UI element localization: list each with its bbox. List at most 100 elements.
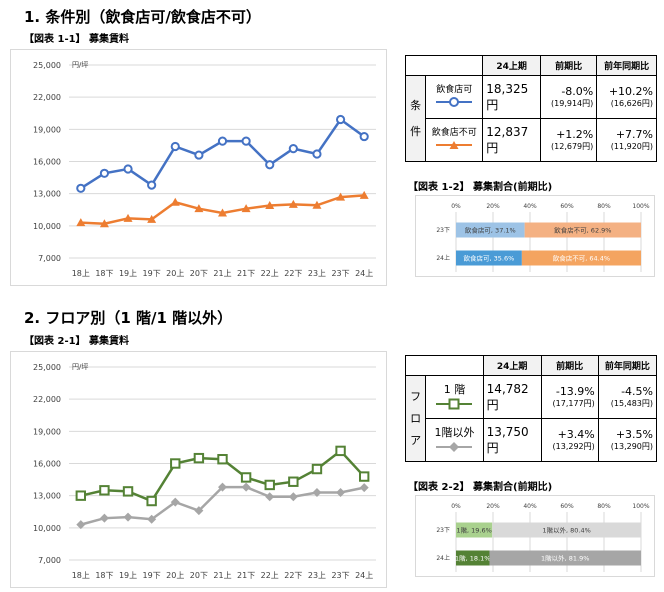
yoy-restaurant-ng: +7.7% (11,920円) xyxy=(596,118,657,162)
bar-chart-1-frame: 0% 20% 40% 60% 80% 100% 23下 飲食店可, 37.1% 飲食店不可, 6… xyxy=(415,195,655,277)
data-point xyxy=(265,200,275,209)
x-tick-label: 19下 xyxy=(143,269,161,278)
yoy-other-floors: +3.5% (13,290円) xyxy=(597,418,658,462)
data-point xyxy=(288,199,298,208)
line-chart-2: 25,000 22,000 19,000 16,000 13,000 10,000 7,00… xyxy=(33,363,376,580)
data-point xyxy=(312,149,322,159)
row-label-restaurant-ng: 飲食店不可 xyxy=(425,118,484,162)
data-label: 1階以外, 80.4% xyxy=(542,526,590,535)
data-point xyxy=(193,452,205,464)
bar-segment xyxy=(456,222,525,238)
line-chart-2-frame: 25,000 22,000 19,000 16,000 13,000 10,000 7,00… xyxy=(10,351,387,588)
value-other-floors: 13,750円 xyxy=(482,418,542,462)
data-point xyxy=(194,150,204,160)
data-point xyxy=(336,192,346,201)
x-tick-label: 60% xyxy=(560,503,574,510)
x-tick-label: 0% xyxy=(451,203,461,210)
y-unit-label: 円/坪 xyxy=(72,363,88,371)
y-tick-label: 16,000 xyxy=(33,460,61,469)
x-tick-label: 19下 xyxy=(143,571,161,580)
data-point xyxy=(147,214,157,223)
x-tick-label: 100% xyxy=(632,503,649,510)
x-tick-label: 40% xyxy=(523,503,537,510)
data-point xyxy=(311,463,323,475)
x-tick-label: 21下 xyxy=(237,571,255,580)
data-label: 飲食店不可, 64.4% xyxy=(553,254,610,263)
col-header-qoq: 前期比 xyxy=(539,55,598,76)
data-point xyxy=(218,482,227,492)
data-point xyxy=(123,164,133,174)
table-corner xyxy=(404,55,484,76)
data-point xyxy=(359,131,369,142)
data-point xyxy=(170,497,180,507)
data-point xyxy=(147,180,157,190)
data-label: 1階, 18.1% xyxy=(455,554,490,563)
bar-segment xyxy=(456,550,490,566)
data-label: 1階, 19.6% xyxy=(456,526,491,535)
y-tick-label: 19,000 xyxy=(33,427,61,436)
data-point xyxy=(217,136,228,146)
value-restaurant-ok: 18,325円 xyxy=(482,75,541,119)
y-tick-label: 7,000 xyxy=(38,254,61,263)
data-point xyxy=(241,136,251,146)
data-point xyxy=(288,492,298,502)
legend-line-circle-icon xyxy=(436,97,473,107)
yoy-restaurant-ok: +10.2% (16,626円) xyxy=(596,75,657,119)
data-point xyxy=(76,218,86,227)
y-tick-label: 7,000 xyxy=(38,556,61,565)
x-tick-label: 60% xyxy=(560,203,574,210)
y-tick-label: 24上 xyxy=(436,254,450,262)
legend-line-diamond-icon xyxy=(436,441,473,452)
x-tick-label: 80% xyxy=(597,503,611,510)
x-tick-label: 22下 xyxy=(284,269,302,278)
x-tick-label: 18下 xyxy=(95,571,113,580)
x-tick-label: 80% xyxy=(597,203,611,210)
x-tick-label: 24上 xyxy=(355,269,373,278)
y-tick-label: 16,000 xyxy=(33,158,61,167)
side-label-floor: フ ロ ア xyxy=(404,375,427,462)
x-tick-label: 18下 xyxy=(95,269,113,278)
value-ground-floor: 14,782円 xyxy=(482,375,542,419)
value-restaurant-ng: 12,837円 xyxy=(482,118,541,162)
data-point xyxy=(335,445,346,457)
bar-chart-2-frame: 0% 20% 40% 60% 80% 100% 23下 1階, 19.6% 1階以外, 80.4… xyxy=(415,495,655,577)
y-tick-label: 13,000 xyxy=(33,190,61,199)
line-chart-1: 25,000 22,000 19,000 16,000 13,000 10,000 7,00… xyxy=(33,61,376,278)
bar-chart-1: 0% 20% 40% 60% 80% 100% 23下 飲食店可, 37.1% 飲食店不可, 6… xyxy=(436,203,650,272)
x-tick-label: 100% xyxy=(632,203,649,210)
x-tick-label: 19上 xyxy=(119,571,137,580)
qoq-ground-floor: -13.9% (17,177円) xyxy=(540,375,599,419)
x-tick-label: 23上 xyxy=(308,269,326,278)
x-tick-label: 23上 xyxy=(308,571,326,580)
data-point xyxy=(358,471,370,482)
col-header-yoy: 前年同期比 xyxy=(596,55,657,76)
bar-segment xyxy=(456,250,522,266)
col-header-yoy: 前年同期比 xyxy=(597,355,658,376)
qoq-restaurant-ok: -8.0% (19,914円) xyxy=(539,75,598,119)
data-point xyxy=(194,204,204,213)
rent-table-2: 24上期 前期比 前年同期比 フ ロ ア 1 階 14,782円 -13.9% … xyxy=(404,355,658,462)
x-tick-label: 21上 xyxy=(213,571,231,580)
y-tick-label: 10,000 xyxy=(33,222,61,231)
y-tick-label: 22,000 xyxy=(33,395,61,404)
data-point xyxy=(75,490,87,501)
data-point xyxy=(123,213,133,222)
data-point xyxy=(76,520,86,530)
x-tick-label: 20下 xyxy=(190,269,208,278)
y-tick-label: 23下 xyxy=(436,227,450,234)
col-header-qoq: 前期比 xyxy=(540,355,599,376)
side-label-condition: 条 件 xyxy=(404,75,427,162)
x-tick-label: 18上 xyxy=(72,571,90,580)
x-tick-label: 22下 xyxy=(284,571,302,580)
data-point xyxy=(312,488,322,498)
data-label: 1階以外, 81.9% xyxy=(541,554,589,563)
bar-segment xyxy=(521,250,641,266)
x-tick-label: 20% xyxy=(486,203,500,210)
row-label-other-floors: 1階以外 xyxy=(425,418,484,462)
data-point xyxy=(147,514,157,524)
data-point xyxy=(194,506,204,516)
data-point xyxy=(76,183,86,193)
figure-2-2-title: 【図表 2-2】 募集割合(前期比) xyxy=(408,482,553,493)
data-point xyxy=(336,488,346,498)
x-tick-label: 20上 xyxy=(166,269,184,278)
